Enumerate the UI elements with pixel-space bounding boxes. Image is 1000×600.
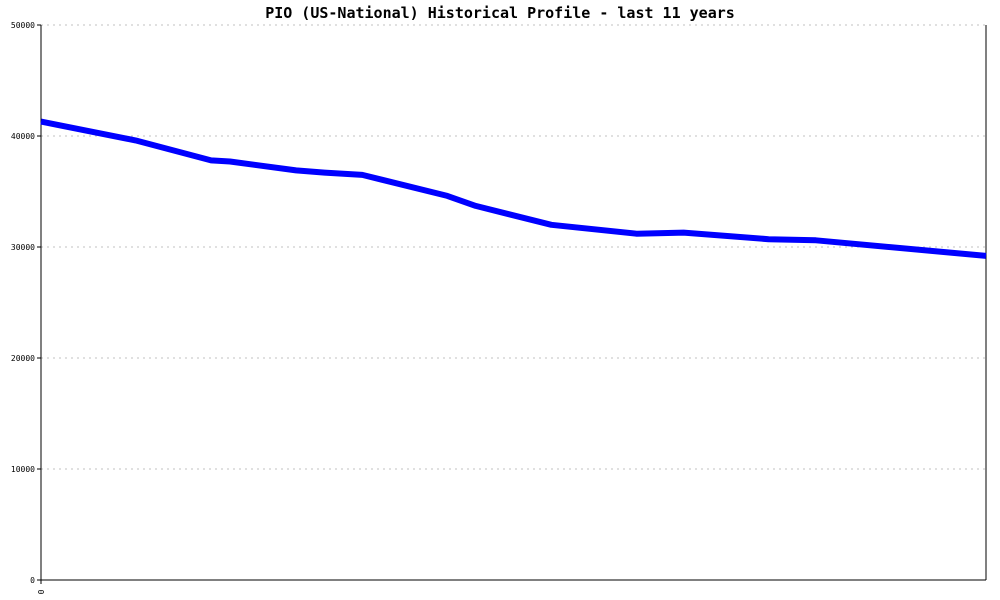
y-tick-label: 50000 [11,21,35,30]
y-tick-label: 40000 [11,132,35,141]
x-axis-ticks: 0 [37,580,46,594]
axes [40,25,987,581]
x-tick-label: 0 [37,589,46,594]
y-tick-label: 30000 [11,243,35,252]
series-line [40,118,987,259]
grid-lines [41,24,986,470]
y-tick-label: 20000 [11,354,35,363]
y-axis-ticks: 0 10000 20000 30000 40000 50000 [11,21,41,585]
y-tick-label: 10000 [11,465,35,474]
y-tick-label: 0 [30,576,35,585]
series-group [40,118,987,259]
chart-title: PIO (US-National) Historical Profile - l… [265,4,735,22]
